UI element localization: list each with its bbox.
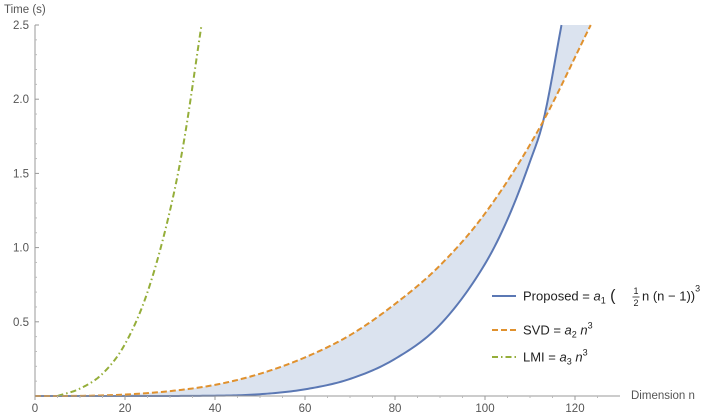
legend: Proposed = a1 ( 1 2 n (n − 1))3 SVD = a2 n3… [492, 284, 700, 367]
legend-label: SVD = a2 n3 [523, 321, 593, 340]
legend-label: LMI = a3 n3 [523, 348, 588, 367]
x-tick-label: 0 [32, 403, 38, 415]
legend-item-svd: SVD = a2 n3 [492, 321, 593, 340]
legend-fraction-den: 2 [633, 298, 638, 308]
legend-item-proposed: Proposed = a1 ( 1 2 n (n − 1))3 [492, 284, 700, 308]
legend-item-lmi: LMI = a3 n3 [492, 348, 588, 367]
legend-label: Proposed = a1 ( [523, 288, 616, 306]
plot-area [35, 24, 592, 397]
y-tick-label: 0.5 [13, 317, 29, 329]
series-line-svd [35, 24, 592, 397]
x-tick-label: 80 [389, 403, 402, 415]
series-line-lmi [57, 24, 203, 397]
x-tick-label: 100 [475, 403, 494, 415]
x-tick-label: 20 [119, 403, 132, 415]
y-tick-label: 1.0 [13, 243, 29, 255]
legend-fraction-num: 1 [633, 286, 638, 296]
x-tick-label: 120 [565, 403, 584, 415]
x-tick-label: 40 [209, 403, 222, 415]
x-tick-label: 60 [299, 403, 312, 415]
y-tick-label: 1.5 [13, 168, 29, 180]
axes: 0 20 40 60 80 100 120 0.5 1.0 1.5 2.0 2.5 [13, 20, 620, 415]
shaded-region [35, 25, 591, 396]
x-axis-label: Dimension n [631, 390, 695, 402]
series-line-proposed [35, 24, 563, 397]
y-tick-label: 2.0 [13, 94, 29, 106]
y-axis-label: Time (s) [4, 4, 46, 16]
y-tick-label: 2.5 [13, 20, 29, 32]
legend-label-rest: n (n − 1))3 [642, 284, 700, 304]
